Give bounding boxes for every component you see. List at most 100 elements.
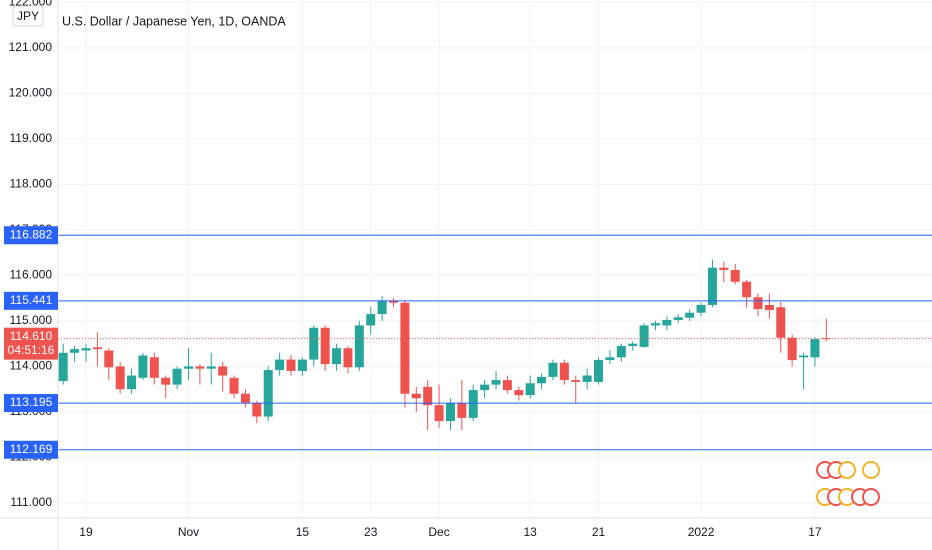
x-tick-label: Nov: [178, 525, 199, 539]
candle-body: [286, 359, 296, 371]
last-price-label: 114.610: [10, 329, 53, 343]
candle-body: [320, 327, 330, 365]
candle-body: [525, 383, 535, 396]
candle-body: [514, 390, 524, 396]
candle-body: [183, 366, 193, 369]
event-icon: [862, 488, 880, 506]
candle-body: [206, 366, 216, 369]
candle-body: [195, 366, 205, 369]
price-labels: 116.882 115.441 113.195 112.169 114.61004:51…: [4, 226, 58, 459]
candle-body: [696, 304, 706, 313]
candle-body: [605, 357, 615, 361]
hline-price-box: [4, 394, 58, 413]
x-tick-label: 2022: [688, 525, 715, 539]
currency-button[interactable]: [12, 5, 44, 27]
candle-body: [742, 281, 752, 298]
candle-body: [218, 366, 228, 376]
candle-body: [787, 337, 797, 361]
candle-body: [354, 325, 364, 368]
event-icons: [816, 461, 880, 506]
y-tick-label: 115.000: [10, 313, 53, 327]
y-tick-label: 111.000: [10, 495, 52, 509]
candle-body: [309, 327, 319, 360]
x-tick-label: 13: [524, 525, 538, 539]
candle-body: [127, 375, 137, 390]
candle-body: [582, 375, 592, 382]
x-tick-label: 17: [808, 525, 822, 539]
candle-body: [502, 380, 512, 391]
hline-price-label: 115.441: [10, 293, 53, 307]
candle-body: [616, 345, 626, 358]
x-tick-label: Dec: [428, 525, 449, 539]
currency-label: JPY: [17, 9, 39, 23]
candle-body: [434, 405, 444, 422]
candle-body: [594, 360, 604, 382]
candle-body: [445, 402, 455, 422]
hline-price-label: 112.169: [10, 442, 53, 456]
hline-price-box: [4, 226, 58, 245]
candle-body: [252, 402, 262, 417]
candle-body: [104, 350, 114, 368]
candle-body: [411, 393, 421, 399]
event-icon: [862, 461, 880, 479]
candle-body: [764, 304, 774, 310]
candle-body: [628, 343, 638, 346]
candle-body: [548, 362, 558, 377]
last-price-box: [4, 327, 58, 360]
y-tick-label: 118.000: [10, 177, 53, 191]
hline-price-box: [4, 440, 58, 459]
candle-body: [685, 312, 695, 318]
x-tick-label: 23: [364, 525, 378, 539]
candle-body: [423, 386, 433, 406]
x-tick-label: 15: [296, 525, 310, 539]
candle-body: [537, 376, 547, 384]
x-tick-label: 21: [592, 525, 606, 539]
candle-body: [639, 325, 649, 347]
hline-price-label: 113.195: [10, 395, 53, 409]
candle-body: [115, 366, 125, 390]
candle-body: [149, 357, 159, 378]
candle-body: [559, 362, 569, 381]
candle-body: [662, 319, 672, 326]
y-tick-label: 114.000: [10, 359, 53, 373]
candle-body: [480, 384, 490, 391]
grid: [58, 0, 932, 518]
candle-body: [263, 370, 273, 417]
candle-body: [377, 300, 387, 315]
y-tick-label: 121.000: [9, 40, 53, 54]
y-tick-label: 120.000: [9, 85, 53, 99]
y-tick-label: 122.000: [9, 0, 53, 8]
candle-body: [389, 300, 399, 303]
candle-body: [138, 355, 148, 378]
chart-title: U.S. Dollar / Japanese Yen, 1D, OANDA: [62, 14, 286, 28]
candle-body: [297, 359, 307, 371]
candle-body: [799, 355, 809, 358]
candle-body: [366, 314, 376, 326]
candle-body: [468, 390, 478, 418]
candle-body: [753, 297, 763, 310]
hline-price-box: [4, 291, 58, 310]
candle-body: [571, 380, 581, 382]
hline-price-label: 116.882: [10, 227, 53, 241]
candle-body: [92, 347, 102, 350]
candle-body: [70, 349, 80, 353]
candle-body: [161, 377, 171, 385]
x-tick-label: 19: [79, 525, 93, 539]
countdown-label: 04:51:16: [8, 343, 55, 357]
candle-body: [673, 317, 683, 320]
candle-body: [343, 348, 353, 368]
candle-body: [776, 307, 786, 338]
candle-body: [172, 368, 182, 385]
candle-body: [457, 402, 467, 418]
candle-body: [81, 348, 91, 351]
candle-body: [650, 323, 660, 326]
candle-body: [719, 267, 729, 270]
candle-body: [332, 348, 342, 365]
plot: [58, 234, 932, 451]
candle-body: [240, 393, 250, 403]
candle-body: [810, 339, 820, 358]
candle-body: [58, 352, 68, 381]
candle-body: [229, 377, 239, 394]
candle-body: [275, 359, 285, 371]
